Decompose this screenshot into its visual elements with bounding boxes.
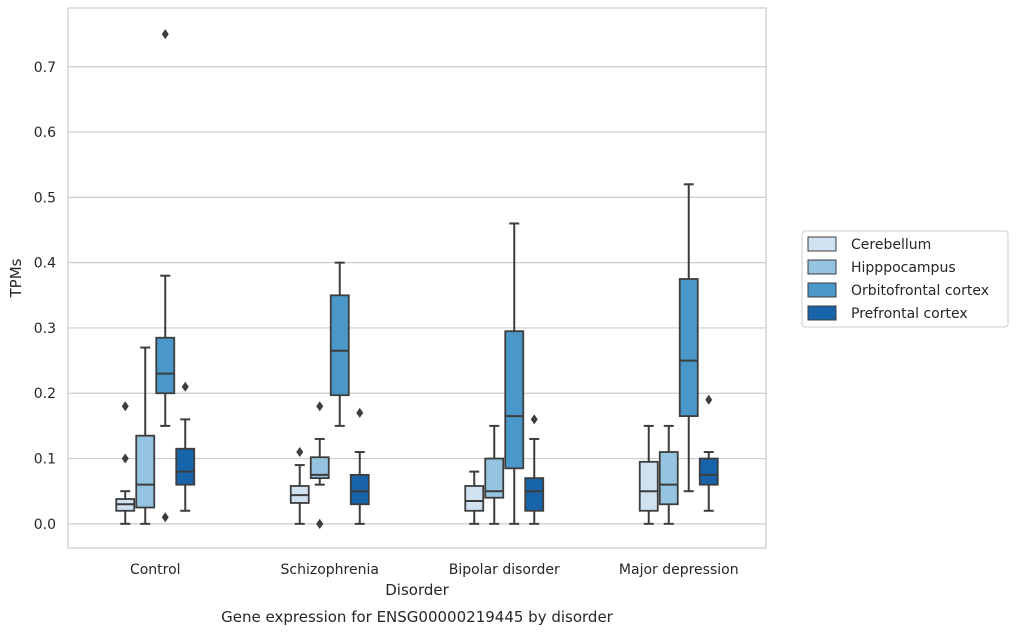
box-body <box>658 451 679 506</box>
outlier-point <box>356 407 364 418</box>
legend-label: Cerebellum <box>851 237 931 253</box>
y-tick-label: 0.4 <box>34 256 56 272</box>
y-axis-label: TPMs <box>7 258 25 298</box>
legend-swatch <box>807 259 837 275</box>
box <box>155 29 176 523</box>
box-body <box>309 456 330 480</box>
legend: Cerebellum Hipppocampus Orbitofrontal cort… <box>801 230 1009 328</box>
y-tick-labels: 0.0 0.1 0.2 0.3 0.4 0.5 0.6 0.7 <box>34 60 56 533</box>
outlier-point <box>316 401 324 412</box>
box-body <box>484 457 505 499</box>
box-body <box>329 294 350 397</box>
x-tick-labels: Control Schizophrenia Bipolar disorder Majo… <box>130 562 739 578</box>
box-body <box>524 477 545 512</box>
outlier-point <box>296 447 304 458</box>
outlier-point <box>530 414 538 425</box>
y-tick-label: 0.2 <box>34 386 56 402</box>
box-body <box>175 447 196 486</box>
box <box>135 346 156 525</box>
x-tick-label: Control <box>130 562 181 578</box>
outlier-point <box>161 29 169 40</box>
y-tick-label: 0.1 <box>34 452 56 468</box>
outlier-point <box>121 401 129 412</box>
box-body <box>638 460 659 512</box>
box <box>658 424 679 525</box>
box-body <box>678 278 699 418</box>
x-tick-label: Bipolar disorder <box>449 562 560 578</box>
box <box>289 447 310 525</box>
y-tick-label: 0.7 <box>34 60 56 76</box>
outlier-point <box>316 518 324 529</box>
legend-frame <box>801 230 1009 328</box>
box <box>115 401 136 525</box>
chart-caption: Gene expression for ENSG00000219445 by d… <box>221 608 614 626</box>
box <box>504 222 525 525</box>
box-body <box>504 330 525 470</box>
legend-label: Prefrontal cortex <box>851 306 968 322</box>
category-group <box>638 183 719 525</box>
box <box>175 381 196 512</box>
outlier-point <box>121 453 129 464</box>
legend-swatch <box>807 282 837 298</box>
box <box>329 261 350 427</box>
box <box>524 414 545 525</box>
x-tick-label: Major depression <box>619 562 739 578</box>
box <box>698 394 719 512</box>
box <box>638 424 659 525</box>
box <box>678 183 699 493</box>
box <box>309 401 330 529</box>
legend-label: Hipppocampus <box>851 260 956 276</box>
box-body <box>135 434 156 509</box>
y-tick-label: 0.0 <box>34 517 56 533</box>
y-tick-label: 0.6 <box>34 125 56 141</box>
box-body <box>698 457 719 486</box>
x-tick-label: Schizophrenia <box>281 562 379 578</box>
box <box>349 407 370 525</box>
y-tick-label: 0.5 <box>34 190 56 206</box>
box-body <box>155 336 176 395</box>
outlier-point <box>705 394 713 405</box>
box <box>484 424 505 525</box>
box <box>464 470 485 525</box>
category-group <box>464 222 545 525</box>
legend-label: Orbitofrontal cortex <box>851 283 989 299</box>
legend-swatch <box>807 305 837 321</box>
outlier-point <box>161 512 169 523</box>
box-body <box>349 473 370 506</box>
category-group <box>289 261 370 529</box>
box-body <box>464 485 485 512</box>
legend-swatch <box>807 236 837 252</box>
y-tick-label: 0.3 <box>34 321 56 337</box>
x-axis-label: Disorder <box>385 581 449 599</box>
outlier-point <box>181 381 189 392</box>
box-groups <box>115 29 719 529</box>
category-group <box>115 29 196 525</box>
